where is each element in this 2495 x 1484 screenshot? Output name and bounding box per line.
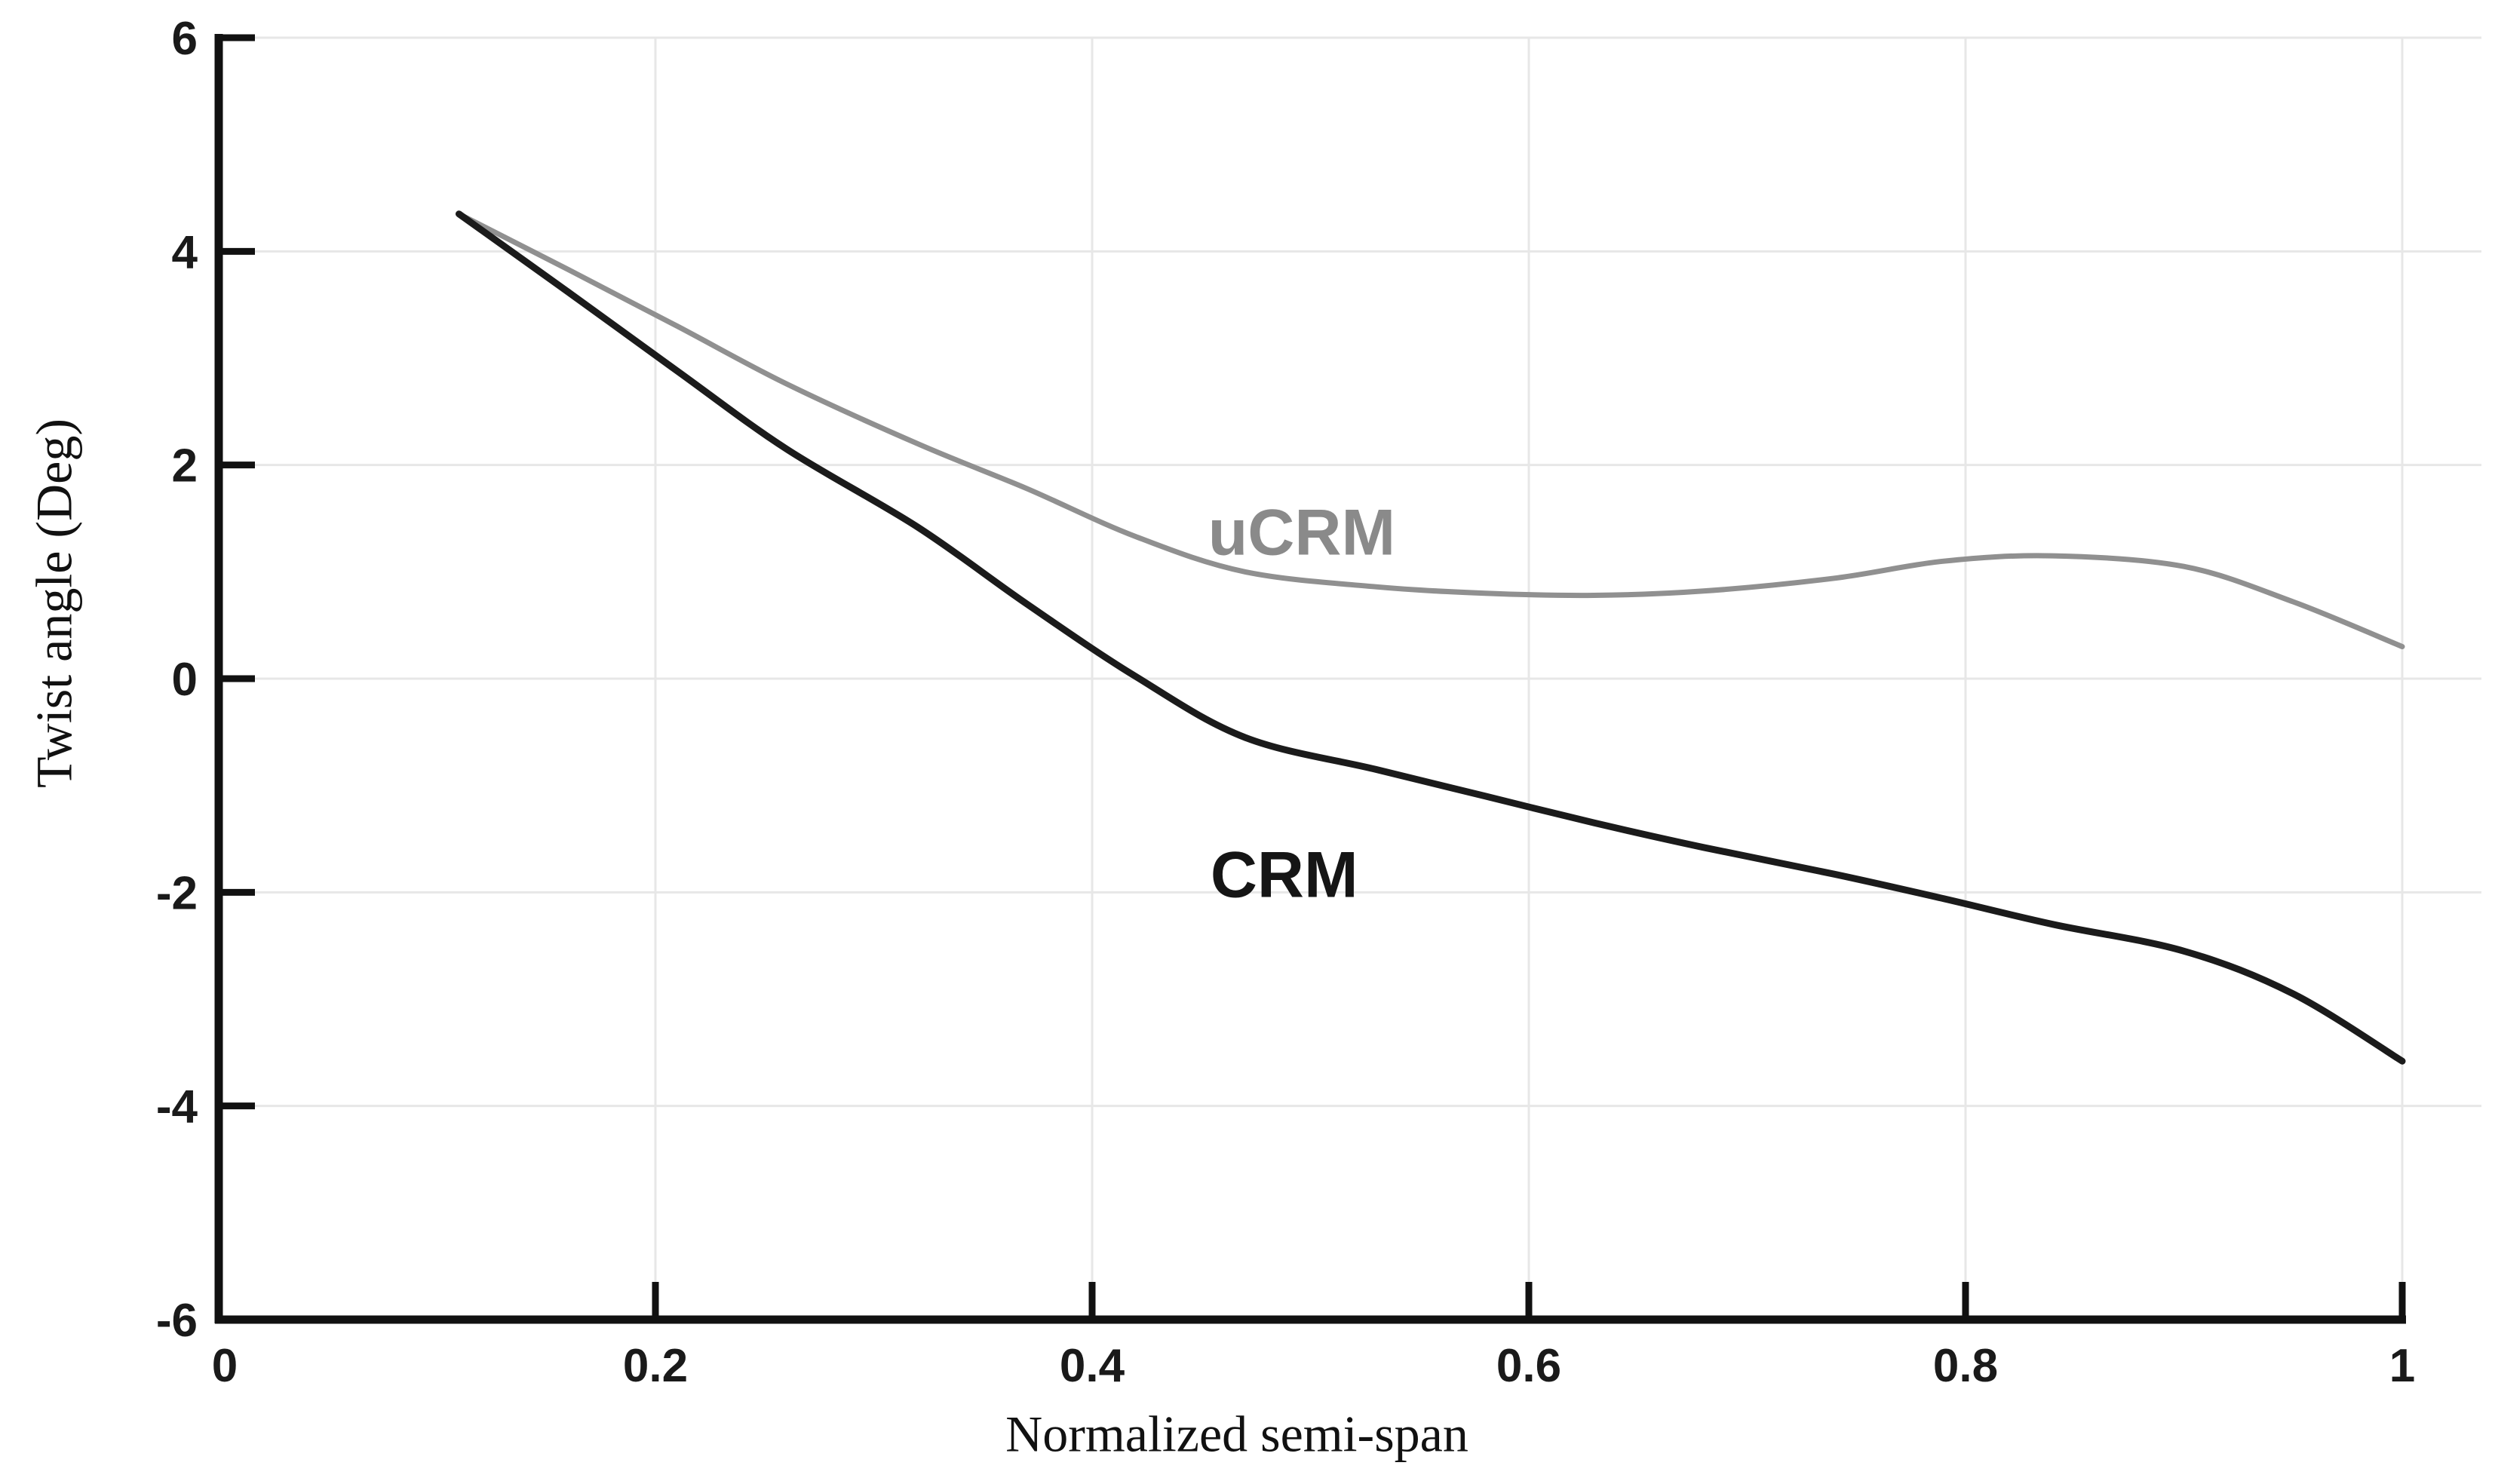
y-tick-label: 0 bbox=[172, 654, 198, 706]
curves bbox=[456, 210, 2406, 1065]
y-tick-label: 2 bbox=[172, 440, 198, 492]
y-axis-title: Twist angle (Deg) bbox=[25, 419, 83, 788]
x-tick-label: 0.6 bbox=[1496, 1340, 1561, 1392]
y-tick-label: 4 bbox=[172, 226, 198, 278]
y-tick-label: -6 bbox=[156, 1295, 198, 1347]
ucrm-series-label: uCRM bbox=[1208, 496, 1396, 569]
axis-ticks bbox=[219, 34, 2406, 1320]
tick-labels: 6 4 2 0 -2 -4 -6 0 0.2 0.4 0.6 0.8 1 bbox=[156, 13, 2415, 1392]
y-tick-label: -2 bbox=[156, 867, 198, 919]
y-tick-label: -4 bbox=[156, 1081, 198, 1133]
x-tick-label: 0.8 bbox=[1933, 1340, 1998, 1392]
x-tick-label: 0 bbox=[212, 1340, 238, 1392]
crm-curve bbox=[456, 210, 2406, 1065]
crm-series-label: CRM bbox=[1210, 839, 1358, 912]
x-tick-label: 1 bbox=[2389, 1340, 2415, 1392]
gridlines bbox=[219, 36, 2481, 1320]
x-tick-label: 0.4 bbox=[1060, 1340, 1125, 1392]
x-tick-label: 0.2 bbox=[623, 1340, 688, 1392]
y-tick-label: 6 bbox=[172, 13, 198, 65]
ucrm-curve bbox=[456, 211, 2405, 649]
x-axis-title: Normalized semi-span bbox=[1005, 1405, 1468, 1463]
